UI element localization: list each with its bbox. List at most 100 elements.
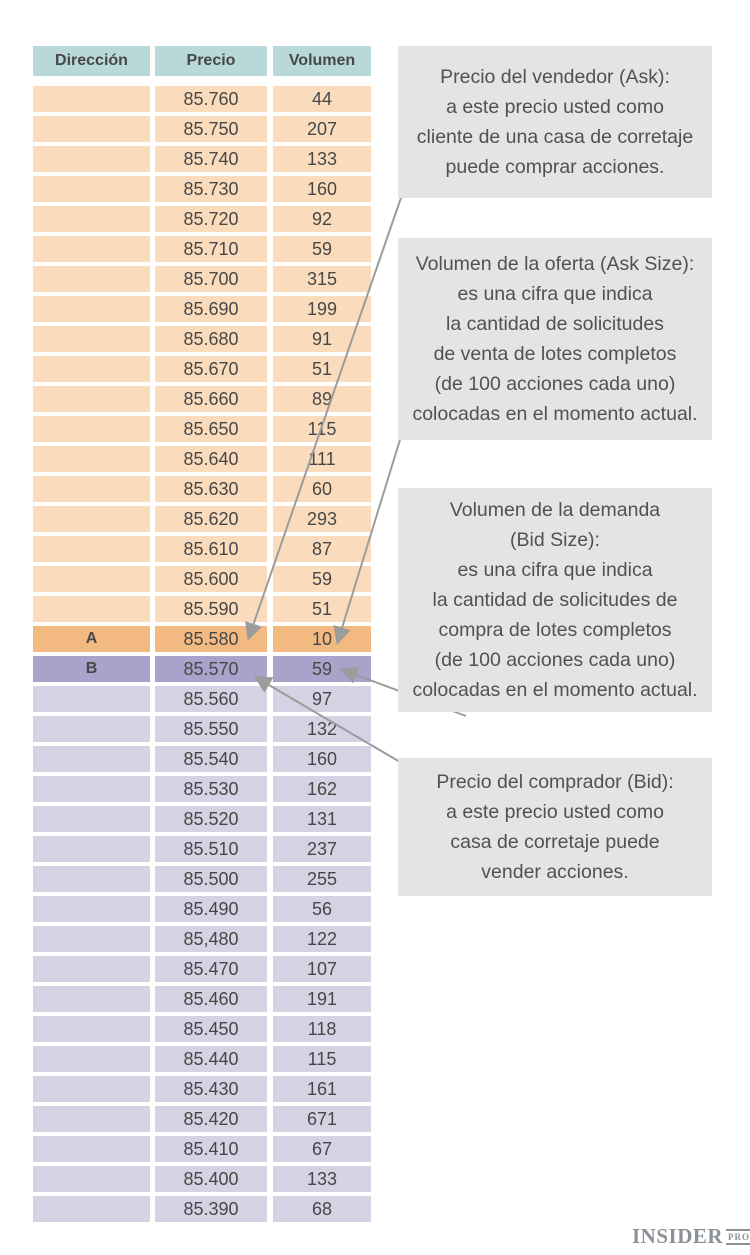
volume-cell: 44 bbox=[273, 86, 371, 112]
price-cell: 85.700 bbox=[155, 266, 267, 292]
price-cell: 85.590 bbox=[155, 596, 267, 622]
price-cell: 85.390 bbox=[155, 1196, 267, 1222]
price-cell: 85.620 bbox=[155, 506, 267, 532]
note-line: es una cifra que indica bbox=[457, 283, 653, 305]
direction-cell bbox=[33, 386, 150, 412]
table-row: 85.420 671 bbox=[33, 1106, 371, 1132]
table-row: 85.520 131 bbox=[33, 806, 371, 832]
volume-cell: 161 bbox=[273, 1076, 371, 1102]
price-cell: 85.690 bbox=[155, 296, 267, 322]
table-row: 85,480 122 bbox=[33, 926, 371, 952]
note-line: vender acciones. bbox=[481, 861, 629, 883]
table-row: 85.700 315 bbox=[33, 266, 371, 292]
note-line: (Bid Size): bbox=[510, 529, 600, 551]
note-line: a este precio usted como bbox=[446, 801, 664, 823]
price-cell: 85.530 bbox=[155, 776, 267, 802]
volume-cell: 160 bbox=[273, 746, 371, 772]
table-row: 85.390 68 bbox=[33, 1196, 371, 1222]
direction-cell bbox=[33, 1196, 150, 1222]
table-row: 85.670 51 bbox=[33, 356, 371, 382]
volume-cell: 92 bbox=[273, 206, 371, 232]
arrow-bid-price bbox=[253, 675, 401, 763]
table-row: 85.440 115 bbox=[33, 1046, 371, 1072]
volume-cell: 237 bbox=[273, 836, 371, 862]
volume-cell: 160 bbox=[273, 176, 371, 202]
note-line: Volumen de la oferta (Ask Size): bbox=[415, 253, 695, 275]
price-cell: 85.490 bbox=[155, 896, 267, 922]
volume-cell: 118 bbox=[273, 1016, 371, 1042]
direction-cell bbox=[33, 416, 150, 442]
volume-cell: 133 bbox=[273, 1166, 371, 1192]
table-header-row: Dirección Precio Volumen bbox=[33, 46, 371, 76]
volume-cell: 199 bbox=[273, 296, 371, 322]
table-row: B 85.570 59 bbox=[33, 656, 371, 682]
price-cell: 85.670 bbox=[155, 356, 267, 382]
price-cell: 85.560 bbox=[155, 686, 267, 712]
table-row: 85.740 133 bbox=[33, 146, 371, 172]
table-row: 85.510 237 bbox=[33, 836, 371, 862]
table-row: 85.490 56 bbox=[33, 896, 371, 922]
price-cell: 85,480 bbox=[155, 926, 267, 952]
note-line: la cantidad de solicitudes de bbox=[432, 589, 678, 611]
direction-cell bbox=[33, 896, 150, 922]
table-row: 85.650115 bbox=[33, 416, 371, 442]
direction-cell bbox=[33, 866, 150, 892]
direction-cell bbox=[33, 296, 150, 322]
table-row: 85.750 207 bbox=[33, 116, 371, 142]
table-row: 85.400 133 bbox=[33, 1166, 371, 1192]
note-bid-price: Precio del comprador (Bid): a este precio… bbox=[398, 758, 712, 896]
price-cell: 85.720 bbox=[155, 206, 267, 232]
volume-cell: 89 bbox=[273, 386, 371, 412]
table-row: 85.660 89 bbox=[33, 386, 371, 412]
table-row: 85.470 107 bbox=[33, 956, 371, 982]
note-bid-size: Volumen de la demanda (Bid Size): es una c… bbox=[398, 488, 712, 712]
price-cell: 85.660 bbox=[155, 386, 267, 412]
volume-cell: 191 bbox=[273, 986, 371, 1012]
volume-cell: 111 bbox=[273, 446, 371, 472]
volume-cell: 97 bbox=[273, 686, 371, 712]
table-row: 85.600 59 bbox=[33, 566, 371, 592]
price-cell: 85.760 bbox=[155, 86, 267, 112]
direction-cell bbox=[33, 956, 150, 982]
table-row: 85.710 59 bbox=[33, 236, 371, 262]
price-cell: 85.460 bbox=[155, 986, 267, 1012]
note-line: (de 100 acciones cada uno) bbox=[434, 373, 676, 395]
table-row: 85.430 161 bbox=[33, 1076, 371, 1102]
price-cell: 85.450 bbox=[155, 1016, 267, 1042]
table-row: 85.500 255 bbox=[33, 866, 371, 892]
table-row: 85.450 118 bbox=[33, 1016, 371, 1042]
price-cell: 85.600 bbox=[155, 566, 267, 592]
direction-cell bbox=[33, 206, 150, 232]
price-cell: 85.750 bbox=[155, 116, 267, 142]
note-ask-price: Precio del vendedor (Ask): a este precio … bbox=[398, 46, 712, 198]
price-cell: 85.410 bbox=[155, 1136, 267, 1162]
price-cell: 85.510 bbox=[155, 836, 267, 862]
logo-pro-badge: PRO bbox=[726, 1229, 750, 1245]
header-volume: Volumen bbox=[273, 46, 371, 76]
note-line: cliente de una casa de corretaje bbox=[416, 126, 694, 148]
direction-cell bbox=[33, 776, 150, 802]
table-row: 85.560 97 bbox=[33, 686, 371, 712]
volume-cell: 10 bbox=[273, 626, 371, 652]
table-row: 85.460 191 bbox=[33, 986, 371, 1012]
note-line: puede comprar acciones. bbox=[445, 156, 665, 178]
arrow-ask-size bbox=[333, 429, 404, 645]
direction-cell bbox=[33, 986, 150, 1012]
table-row: 85.550 132 bbox=[33, 716, 371, 742]
direction-cell bbox=[33, 1106, 150, 1132]
direction-cell bbox=[33, 566, 150, 592]
note-line: la cantidad de solicitudes bbox=[446, 313, 664, 335]
note-line: colocadas en el momento actual. bbox=[412, 403, 698, 425]
volume-cell: 315 bbox=[273, 266, 371, 292]
note-line: Precio del comprador (Bid): bbox=[436, 771, 674, 793]
direction-cell bbox=[33, 176, 150, 202]
volume-cell: 162 bbox=[273, 776, 371, 802]
header-price: Precio bbox=[155, 46, 267, 76]
note-line: (de 100 acciones cada uno) bbox=[434, 649, 676, 671]
direction-cell: B bbox=[33, 656, 150, 682]
brand-logo: INSIDER PRO bbox=[632, 1224, 750, 1249]
table-row: 85.540 160 bbox=[33, 746, 371, 772]
price-cell: 85.740 bbox=[155, 146, 267, 172]
direction-cell bbox=[33, 836, 150, 862]
volume-cell: 115 bbox=[273, 1046, 371, 1072]
